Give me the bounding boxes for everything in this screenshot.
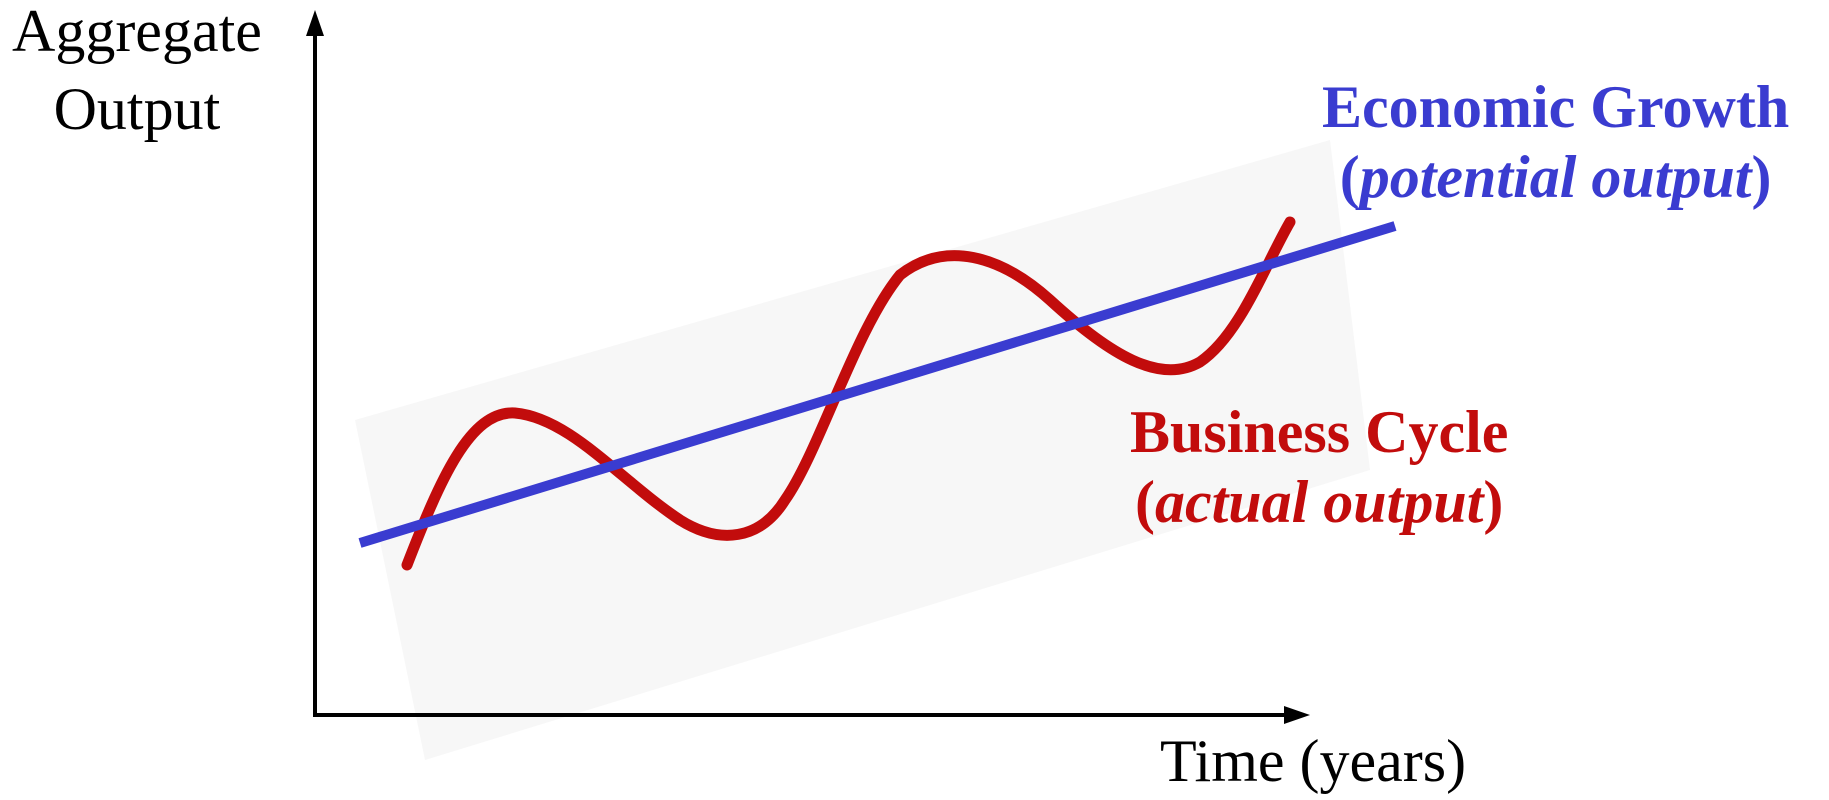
x-axis-label: Time (years) [1160, 728, 1467, 794]
economic-growth-subtitle-text: potential output [1359, 144, 1752, 210]
economic-growth-subtitle: (potential output) [1322, 142, 1789, 212]
economic-growth-line [358, 221, 1397, 548]
y-axis-arrowhead [306, 10, 324, 36]
business-cycle-curve [401, 216, 1296, 571]
economic-growth-subtitle-close: ) [1751, 144, 1772, 210]
economic-growth-title: Economic Growth [1322, 74, 1790, 140]
y-axis-label: Aggregate Output [12, 0, 262, 148]
business-cycle-subtitle-open: ( [1134, 469, 1155, 535]
y-axis-label-line-1: Aggregate [12, 0, 262, 64]
business-cycle-title: Business Cycle [1130, 399, 1509, 465]
y-axis-label-line-2: Output [53, 76, 221, 142]
business-cycle-subtitle-close: ) [1483, 469, 1504, 535]
economic-growth-label: Economic Growth (potential output) [1322, 72, 1789, 212]
business-cycle-subtitle-text: actual output [1154, 469, 1484, 535]
business-cycle-label: Business Cycle (actual output) [1130, 397, 1508, 537]
economic-growth-subtitle-open: ( [1339, 144, 1360, 210]
business-cycle-subtitle: (actual output) [1130, 467, 1508, 537]
x-axis-arrowhead [1284, 706, 1310, 724]
curve-background-band [355, 140, 1370, 760]
